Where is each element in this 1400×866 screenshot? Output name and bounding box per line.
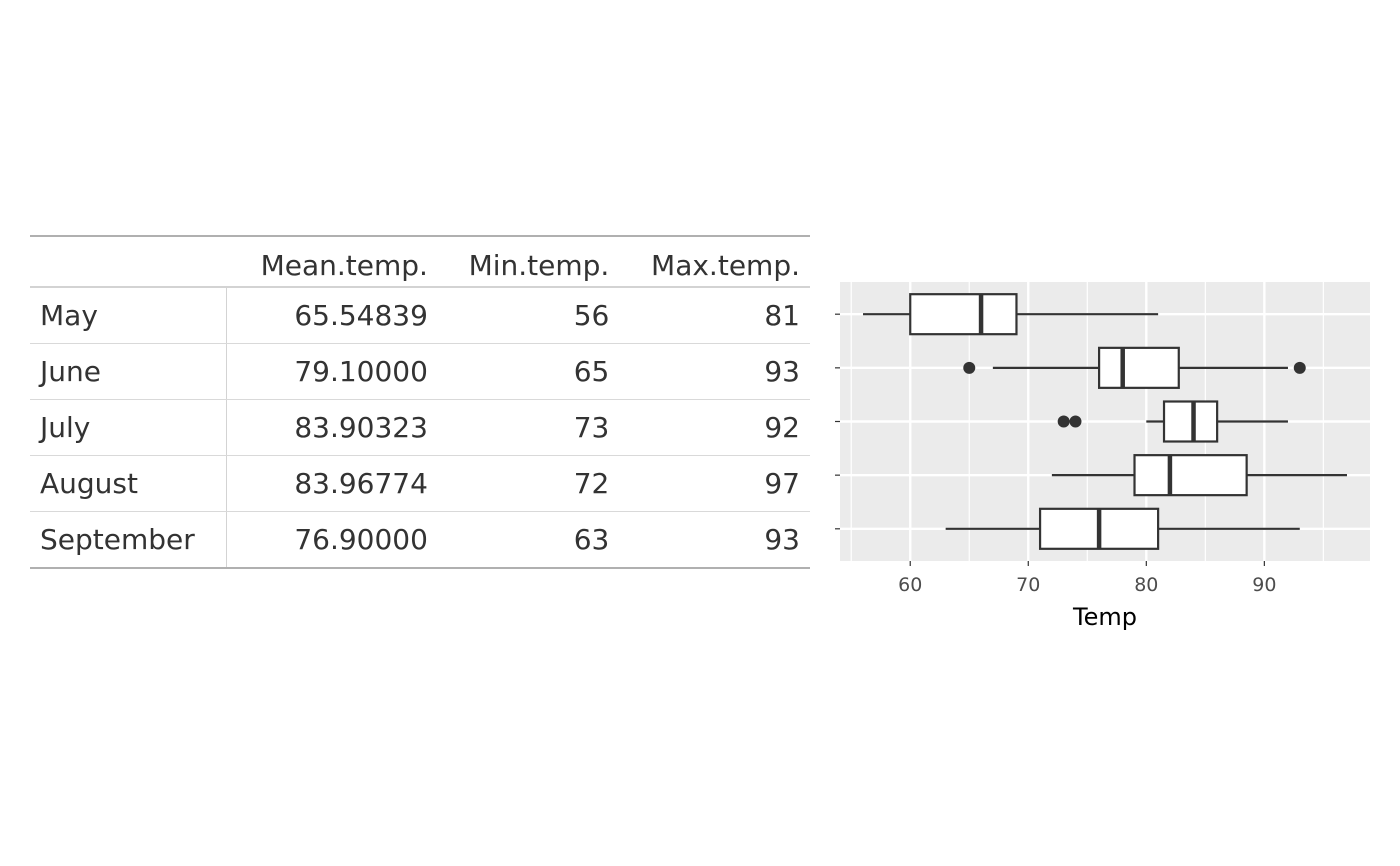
box: [1162, 400, 1219, 443]
outlier-point: [1293, 361, 1306, 374]
header-max: Max.temp.: [619, 235, 810, 288]
x-tick-label: 80: [1134, 574, 1158, 596]
max-cell: 97: [619, 455, 810, 512]
max-cell: 93: [619, 343, 810, 400]
min-cell: 73: [437, 399, 620, 456]
header-blank: [30, 235, 227, 288]
max-cell: 92: [619, 399, 810, 456]
table-row: June 79.10000 65 93: [30, 343, 810, 400]
row-label: August: [30, 455, 227, 512]
row-label: September: [30, 511, 227, 569]
max-cell: 93: [619, 511, 810, 569]
summary-table: Mean.temp. Min.temp. Max.temp. May 65.548…: [30, 235, 810, 569]
mean-cell: 83.90323: [226, 399, 438, 456]
box: [909, 293, 1018, 336]
header-mean: Mean.temp.: [226, 235, 438, 288]
outlier-point: [1057, 415, 1070, 428]
mean-cell: 83.96774: [226, 455, 438, 512]
row-label: May: [30, 287, 227, 344]
header-min: Min.temp.: [437, 235, 620, 288]
box: [1097, 346, 1180, 389]
mean-cell: 76.90000: [226, 511, 438, 569]
min-cell: 72: [437, 455, 620, 512]
outlier-point: [963, 361, 976, 374]
outlier-point: [1069, 415, 1082, 428]
x-axis-label: Temp: [1072, 603, 1137, 631]
row-label: June: [30, 343, 227, 400]
table-row: May 65.54839 56 81: [30, 287, 810, 344]
mean-cell: 79.10000: [226, 343, 438, 400]
row-label: July: [30, 399, 227, 456]
min-cell: 65: [437, 343, 620, 400]
max-cell: 81: [619, 287, 810, 344]
box: [1133, 454, 1248, 497]
table-row: July 83.90323 73 92: [30, 399, 810, 456]
min-cell: 63: [437, 511, 620, 569]
x-tick-label: 60: [898, 574, 922, 596]
mean-cell: 65.54839: [226, 287, 438, 344]
table-row: September 76.90000 63 93: [30, 511, 810, 569]
table-row: August 83.96774 72 97: [30, 455, 810, 512]
min-cell: 56: [437, 287, 620, 344]
x-tick-label: 70: [1016, 574, 1040, 596]
x-tick-label: 90: [1252, 574, 1276, 596]
